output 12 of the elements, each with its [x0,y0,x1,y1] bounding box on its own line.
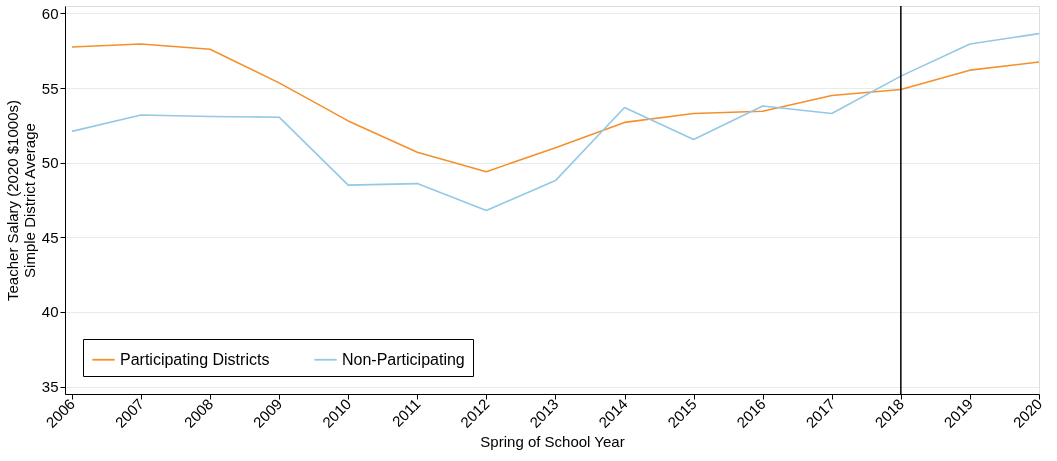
y-tick-label: 50 [41,154,59,172]
y-tick-label: 40 [41,303,59,321]
y-tick-label: 45 [41,228,59,246]
x-axis-title: Spring of School Year [480,432,625,450]
legend-label: Non-Participating [342,350,465,368]
line-series [71,32,1040,212]
y-tick-label: 55 [41,79,59,97]
y-axis-title: Teacher Salary (2020 $1000s) Simple District Average [3,100,38,301]
legend-label: Participating Districts [120,350,270,368]
y-tick-label: 35 [41,378,59,396]
line-series [71,43,1040,173]
y-tick-label: 60 [41,4,59,22]
